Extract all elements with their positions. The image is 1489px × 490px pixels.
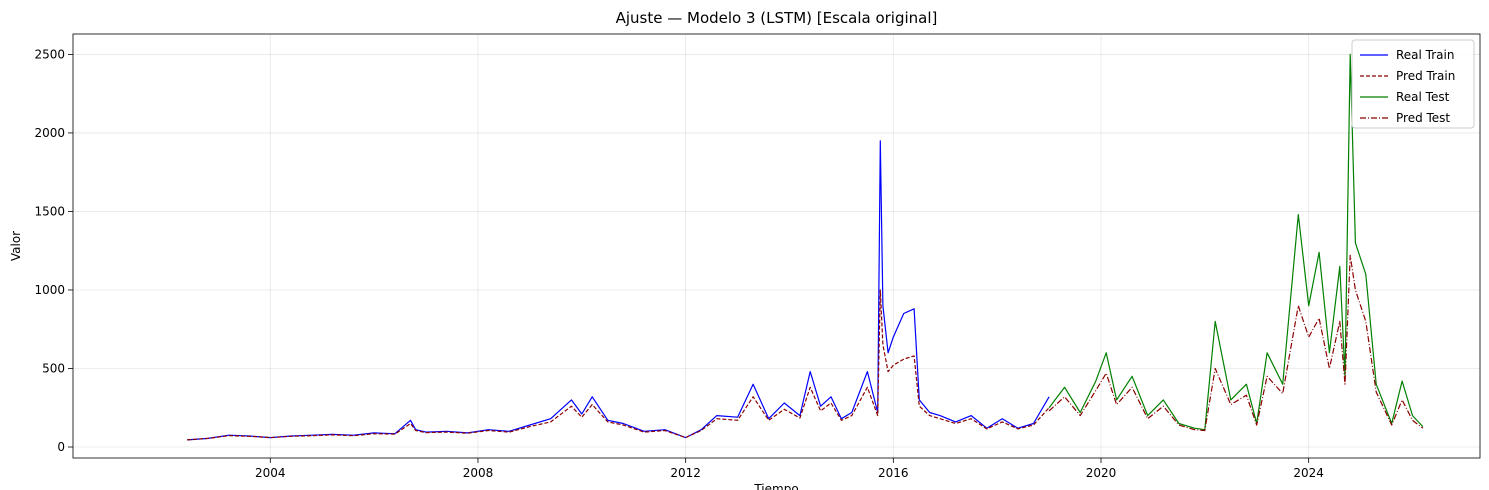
y-axis-label: Valor [9, 231, 23, 261]
legend: Real Train Pred Train Real Test Pred Test [1351, 39, 1475, 129]
x-axis: 2004 2008 2012 2016 2020 2024 [255, 458, 1324, 480]
legend-box [1351, 39, 1475, 129]
y-tick-label: 2500 [34, 47, 65, 61]
legend-entry: Pred Test [1396, 111, 1450, 125]
x-axis-label: Tiempo [753, 482, 798, 490]
x-tick-label: 2020 [1086, 466, 1117, 480]
y-tick-label: 500 [42, 361, 65, 375]
y-axis: 0 500 1000 1500 2000 2500 [34, 47, 73, 454]
y-tick-label: 0 [57, 440, 65, 454]
plot-frame [72, 33, 1481, 459]
series-layer [187, 53, 1424, 441]
x-tick-label: 2004 [255, 466, 286, 480]
series-line-3 [1048, 53, 1424, 431]
y-tick-label: 1000 [34, 283, 65, 297]
y-tick-label: 2000 [34, 126, 65, 140]
series-line-2 [187, 289, 1050, 441]
legend-entry: Real Train [1396, 48, 1454, 62]
x-tick-label: 2016 [878, 466, 909, 480]
series-line-1 [187, 140, 1050, 441]
legend-entry: Real Test [1396, 90, 1450, 104]
x-tick-label: 2024 [1293, 466, 1324, 480]
x-tick-label: 2008 [463, 466, 494, 480]
chart-title: Ajuste — Modelo 3 (LSTM) [Escala origina… [616, 9, 938, 27]
legend-entry: Pred Train [1396, 69, 1455, 83]
x-tick-label: 2012 [670, 466, 701, 480]
grid [73, 34, 1480, 458]
series-line-4 [1048, 254, 1424, 432]
y-tick-label: 1500 [34, 204, 65, 218]
